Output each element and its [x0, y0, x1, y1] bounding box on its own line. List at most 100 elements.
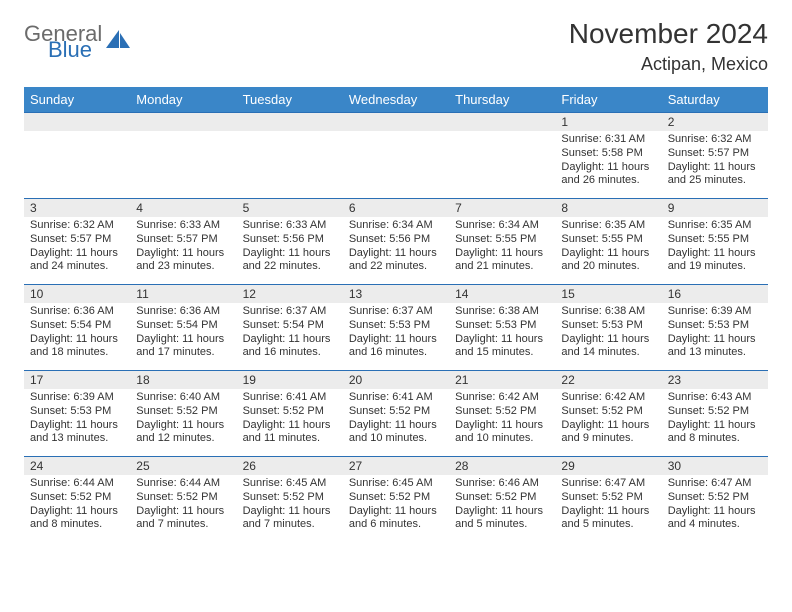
- day-content: Sunrise: 6:36 AMSunset: 5:54 PMDaylight:…: [24, 303, 130, 364]
- day-number: 27: [343, 457, 449, 475]
- calendar-row: 17Sunrise: 6:39 AMSunset: 5:53 PMDayligh…: [24, 371, 768, 457]
- day-number: 23: [662, 371, 768, 389]
- day-number: 25: [130, 457, 236, 475]
- weekday-row: SundayMondayTuesdayWednesdayThursdayFrid…: [24, 87, 768, 113]
- calendar-cell: 7Sunrise: 6:34 AMSunset: 5:55 PMDaylight…: [449, 199, 555, 285]
- day-number: 30: [662, 457, 768, 475]
- calendar-cell: 28Sunrise: 6:46 AMSunset: 5:52 PMDayligh…: [449, 457, 555, 543]
- day-content: Sunrise: 6:32 AMSunset: 5:57 PMDaylight:…: [24, 217, 130, 278]
- day-content: Sunrise: 6:44 AMSunset: 5:52 PMDaylight:…: [130, 475, 236, 536]
- day-content: Sunrise: 6:39 AMSunset: 5:53 PMDaylight:…: [24, 389, 130, 450]
- calendar-cell: 8Sunrise: 6:35 AMSunset: 5:55 PMDaylight…: [555, 199, 661, 285]
- calendar-cell: 30Sunrise: 6:47 AMSunset: 5:52 PMDayligh…: [662, 457, 768, 543]
- day-number: 26: [237, 457, 343, 475]
- calendar-cell: 21Sunrise: 6:42 AMSunset: 5:52 PMDayligh…: [449, 371, 555, 457]
- day-content: Sunrise: 6:42 AMSunset: 5:52 PMDaylight:…: [449, 389, 555, 450]
- weekday-header: Friday: [555, 87, 661, 113]
- day-number: 17: [24, 371, 130, 389]
- day-number: 29: [555, 457, 661, 475]
- calendar-cell: 12Sunrise: 6:37 AMSunset: 5:54 PMDayligh…: [237, 285, 343, 371]
- calendar-cell: 18Sunrise: 6:40 AMSunset: 5:52 PMDayligh…: [130, 371, 236, 457]
- day-number: 19: [237, 371, 343, 389]
- day-content: Sunrise: 6:43 AMSunset: 5:52 PMDaylight:…: [662, 389, 768, 450]
- empty-daynum: [237, 113, 343, 131]
- calendar-cell: 14Sunrise: 6:38 AMSunset: 5:53 PMDayligh…: [449, 285, 555, 371]
- day-content: Sunrise: 6:47 AMSunset: 5:52 PMDaylight:…: [555, 475, 661, 536]
- calendar-cell: 4Sunrise: 6:33 AMSunset: 5:57 PMDaylight…: [130, 199, 236, 285]
- calendar-cell: 20Sunrise: 6:41 AMSunset: 5:52 PMDayligh…: [343, 371, 449, 457]
- calendar-cell: 6Sunrise: 6:34 AMSunset: 5:56 PMDaylight…: [343, 199, 449, 285]
- calendar-cell: [449, 113, 555, 199]
- day-content: Sunrise: 6:37 AMSunset: 5:53 PMDaylight:…: [343, 303, 449, 364]
- weekday-header: Thursday: [449, 87, 555, 113]
- logo-text-block: General Blue: [24, 24, 102, 60]
- calendar-cell: 17Sunrise: 6:39 AMSunset: 5:53 PMDayligh…: [24, 371, 130, 457]
- day-number: 21: [449, 371, 555, 389]
- calendar-cell: 29Sunrise: 6:47 AMSunset: 5:52 PMDayligh…: [555, 457, 661, 543]
- day-number: 2: [662, 113, 768, 131]
- day-number: 1: [555, 113, 661, 131]
- calendar-cell: 25Sunrise: 6:44 AMSunset: 5:52 PMDayligh…: [130, 457, 236, 543]
- day-number: 13: [343, 285, 449, 303]
- day-content: Sunrise: 6:47 AMSunset: 5:52 PMDaylight:…: [662, 475, 768, 536]
- calendar-cell: [130, 113, 236, 199]
- day-content: Sunrise: 6:35 AMSunset: 5:55 PMDaylight:…: [555, 217, 661, 278]
- day-content: Sunrise: 6:37 AMSunset: 5:54 PMDaylight:…: [237, 303, 343, 364]
- title-block: November 2024 Actipan, Mexico: [569, 18, 768, 75]
- calendar-row: 10Sunrise: 6:36 AMSunset: 5:54 PMDayligh…: [24, 285, 768, 371]
- logo-text-blue: Blue: [48, 40, 102, 60]
- calendar-cell: 22Sunrise: 6:42 AMSunset: 5:52 PMDayligh…: [555, 371, 661, 457]
- calendar-cell: 13Sunrise: 6:37 AMSunset: 5:53 PMDayligh…: [343, 285, 449, 371]
- calendar-cell: 1Sunrise: 6:31 AMSunset: 5:58 PMDaylight…: [555, 113, 661, 199]
- empty-daynum: [449, 113, 555, 131]
- day-content: Sunrise: 6:38 AMSunset: 5:53 PMDaylight:…: [555, 303, 661, 364]
- calendar-row: 3Sunrise: 6:32 AMSunset: 5:57 PMDaylight…: [24, 199, 768, 285]
- day-content: Sunrise: 6:34 AMSunset: 5:55 PMDaylight:…: [449, 217, 555, 278]
- calendar-cell: 16Sunrise: 6:39 AMSunset: 5:53 PMDayligh…: [662, 285, 768, 371]
- day-content: Sunrise: 6:39 AMSunset: 5:53 PMDaylight:…: [662, 303, 768, 364]
- calendar-cell: [24, 113, 130, 199]
- day-content: Sunrise: 6:31 AMSunset: 5:58 PMDaylight:…: [555, 131, 661, 192]
- calendar-cell: 27Sunrise: 6:45 AMSunset: 5:52 PMDayligh…: [343, 457, 449, 543]
- day-content: Sunrise: 6:34 AMSunset: 5:56 PMDaylight:…: [343, 217, 449, 278]
- calendar-cell: [343, 113, 449, 199]
- header: General Blue November 2024 Actipan, Mexi…: [24, 18, 768, 75]
- weekday-header: Monday: [130, 87, 236, 113]
- day-content: Sunrise: 6:33 AMSunset: 5:56 PMDaylight:…: [237, 217, 343, 278]
- weekday-header: Saturday: [662, 87, 768, 113]
- calendar-cell: 9Sunrise: 6:35 AMSunset: 5:55 PMDaylight…: [662, 199, 768, 285]
- day-number: 7: [449, 199, 555, 217]
- day-number: 14: [449, 285, 555, 303]
- day-content: Sunrise: 6:40 AMSunset: 5:52 PMDaylight:…: [130, 389, 236, 450]
- weekday-header: Sunday: [24, 87, 130, 113]
- day-content: Sunrise: 6:45 AMSunset: 5:52 PMDaylight:…: [343, 475, 449, 536]
- calendar-cell: 26Sunrise: 6:45 AMSunset: 5:52 PMDayligh…: [237, 457, 343, 543]
- location: Actipan, Mexico: [569, 54, 768, 75]
- day-content: Sunrise: 6:38 AMSunset: 5:53 PMDaylight:…: [449, 303, 555, 364]
- empty-daynum: [343, 113, 449, 131]
- calendar-table: SundayMondayTuesdayWednesdayThursdayFrid…: [24, 87, 768, 543]
- day-number: 5: [237, 199, 343, 217]
- calendar-cell: [237, 113, 343, 199]
- day-number: 8: [555, 199, 661, 217]
- day-content: Sunrise: 6:46 AMSunset: 5:52 PMDaylight:…: [449, 475, 555, 536]
- sail-icon: [106, 30, 132, 57]
- day-number: 3: [24, 199, 130, 217]
- day-content: Sunrise: 6:33 AMSunset: 5:57 PMDaylight:…: [130, 217, 236, 278]
- day-number: 4: [130, 199, 236, 217]
- day-number: 22: [555, 371, 661, 389]
- day-number: 6: [343, 199, 449, 217]
- day-content: Sunrise: 6:42 AMSunset: 5:52 PMDaylight:…: [555, 389, 661, 450]
- day-content: Sunrise: 6:44 AMSunset: 5:52 PMDaylight:…: [24, 475, 130, 536]
- day-number: 18: [130, 371, 236, 389]
- calendar-cell: 15Sunrise: 6:38 AMSunset: 5:53 PMDayligh…: [555, 285, 661, 371]
- day-number: 20: [343, 371, 449, 389]
- calendar-cell: 2Sunrise: 6:32 AMSunset: 5:57 PMDaylight…: [662, 113, 768, 199]
- calendar-cell: 10Sunrise: 6:36 AMSunset: 5:54 PMDayligh…: [24, 285, 130, 371]
- day-number: 24: [24, 457, 130, 475]
- logo: General Blue: [24, 24, 132, 60]
- calendar-cell: 11Sunrise: 6:36 AMSunset: 5:54 PMDayligh…: [130, 285, 236, 371]
- day-content: Sunrise: 6:45 AMSunset: 5:52 PMDaylight:…: [237, 475, 343, 536]
- day-number: 10: [24, 285, 130, 303]
- day-number: 16: [662, 285, 768, 303]
